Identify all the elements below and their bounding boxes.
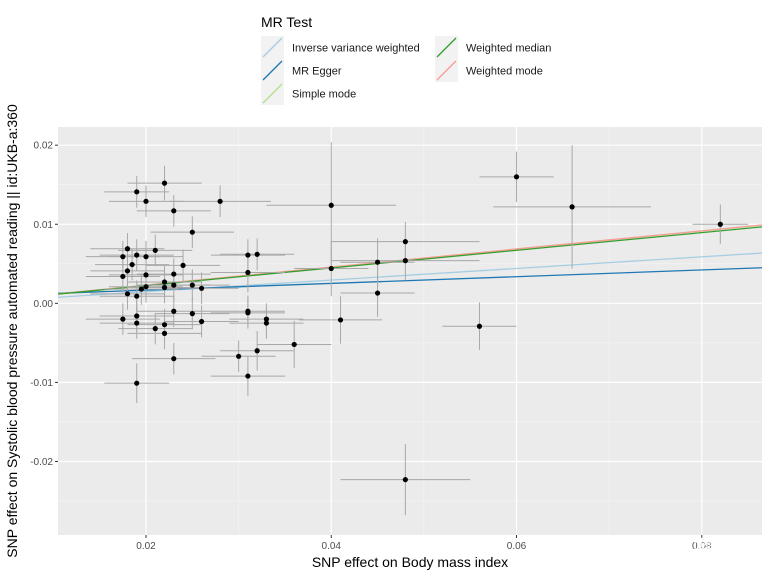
snp-point <box>152 247 158 253</box>
snp-point <box>124 268 131 274</box>
snp-point <box>161 322 168 328</box>
snp-point <box>245 310 251 316</box>
legend-label-inverse-variance-weighted: Inverse variance weighted <box>292 43 420 55</box>
snp-point <box>198 318 205 325</box>
snp-point <box>161 180 168 186</box>
snp-point <box>374 290 381 296</box>
snp-point <box>120 273 126 280</box>
snp-point <box>143 198 149 204</box>
snp-point <box>120 254 126 260</box>
snp-point <box>245 269 251 276</box>
snp-point <box>171 308 177 314</box>
snp-point <box>134 320 140 326</box>
snp-point <box>161 284 168 291</box>
legend-label-weighted-mode: Weighted mode <box>466 66 543 78</box>
snp-point <box>189 282 195 288</box>
snp-point <box>134 252 140 258</box>
snp-point <box>180 262 186 268</box>
watermark: 知乎 @海边的奥利奥 <box>540 535 717 557</box>
snp-point <box>189 311 195 317</box>
snp-point <box>569 204 575 210</box>
snp-point <box>717 221 723 227</box>
legend-swatch-weighted-mode <box>436 60 457 81</box>
x-tick-label: 0.08 <box>692 541 712 552</box>
y-axis: -0.02 -0.01 0.00 0.01 0.02 <box>30 141 58 468</box>
snp-point <box>161 330 168 336</box>
snp-point <box>236 353 242 359</box>
snp-point <box>134 189 140 195</box>
x-axis: 0.02 0.04 0.06 0.08 <box>136 535 712 552</box>
snp-point <box>328 202 334 208</box>
minor-gridlines <box>58 127 762 535</box>
snp-point <box>198 285 205 291</box>
x-tick-label: 0.02 <box>136 541 156 552</box>
legend-swatch-weighted-median <box>436 37 457 58</box>
y-tick-label: 0.02 <box>34 141 54 152</box>
legend-swatch-simple-mode <box>262 83 283 104</box>
snp-point <box>152 326 158 332</box>
snp-point <box>337 317 344 323</box>
snp-point <box>513 174 520 180</box>
snp-point <box>254 251 260 257</box>
snp-point <box>291 341 297 348</box>
snp-point <box>402 477 408 483</box>
snp-point <box>476 323 483 329</box>
x-axis-title: SNP effect on Body mass index <box>312 554 508 570</box>
snp-point <box>402 239 408 245</box>
legend-swatch-mr-egger <box>262 60 283 81</box>
legend-swatch-inverse-variance-weighted <box>262 37 283 58</box>
legend-label-weighted-median: Weighted median <box>466 43 551 55</box>
snp-point <box>254 348 260 354</box>
y-tick-label: 0.00 <box>34 299 54 310</box>
snp-point <box>189 229 195 235</box>
data-points <box>120 174 723 483</box>
y-tick-label: 0.01 <box>34 220 54 231</box>
y-tick-label: -0.01 <box>30 378 53 389</box>
snp-point <box>161 279 168 285</box>
snp-point <box>245 373 251 379</box>
snp-point <box>134 380 140 386</box>
snp-point <box>171 282 177 288</box>
snp-point <box>134 313 140 319</box>
line-inverse-variance-weighted <box>58 252 762 298</box>
snp-point <box>374 259 381 265</box>
snp-point <box>217 198 223 204</box>
snp-point <box>143 254 149 260</box>
snp-point <box>143 284 149 290</box>
legend-title: MR Test <box>261 14 312 30</box>
snp-point <box>120 316 126 322</box>
snp-point <box>129 261 135 268</box>
snp-point <box>143 272 149 278</box>
snp-point <box>328 265 334 272</box>
y-tick-label: -0.02 <box>30 457 53 468</box>
snp-point <box>124 291 131 297</box>
snp-point <box>263 320 270 326</box>
snp-point <box>171 356 177 362</box>
snp-point <box>124 246 131 252</box>
snp-point <box>402 258 408 264</box>
plot-panel <box>58 127 762 535</box>
legend-label-simple-mode: Simple mode <box>292 89 356 101</box>
legend-label-mr-egger: MR Egger <box>292 66 342 78</box>
legend: MR Test Inverse variance weighted MR Egge… <box>261 14 551 105</box>
snp-point <box>263 316 270 322</box>
snp-point <box>134 293 140 299</box>
snp-point <box>245 252 251 258</box>
snp-point <box>171 271 177 277</box>
snp-point <box>171 208 177 214</box>
y-axis-title: SNP effect on Systolic blood pressure au… <box>4 104 20 558</box>
x-tick-label: 0.04 <box>322 541 342 552</box>
x-tick-label: 0.06 <box>507 541 527 552</box>
snp-point <box>138 286 144 292</box>
